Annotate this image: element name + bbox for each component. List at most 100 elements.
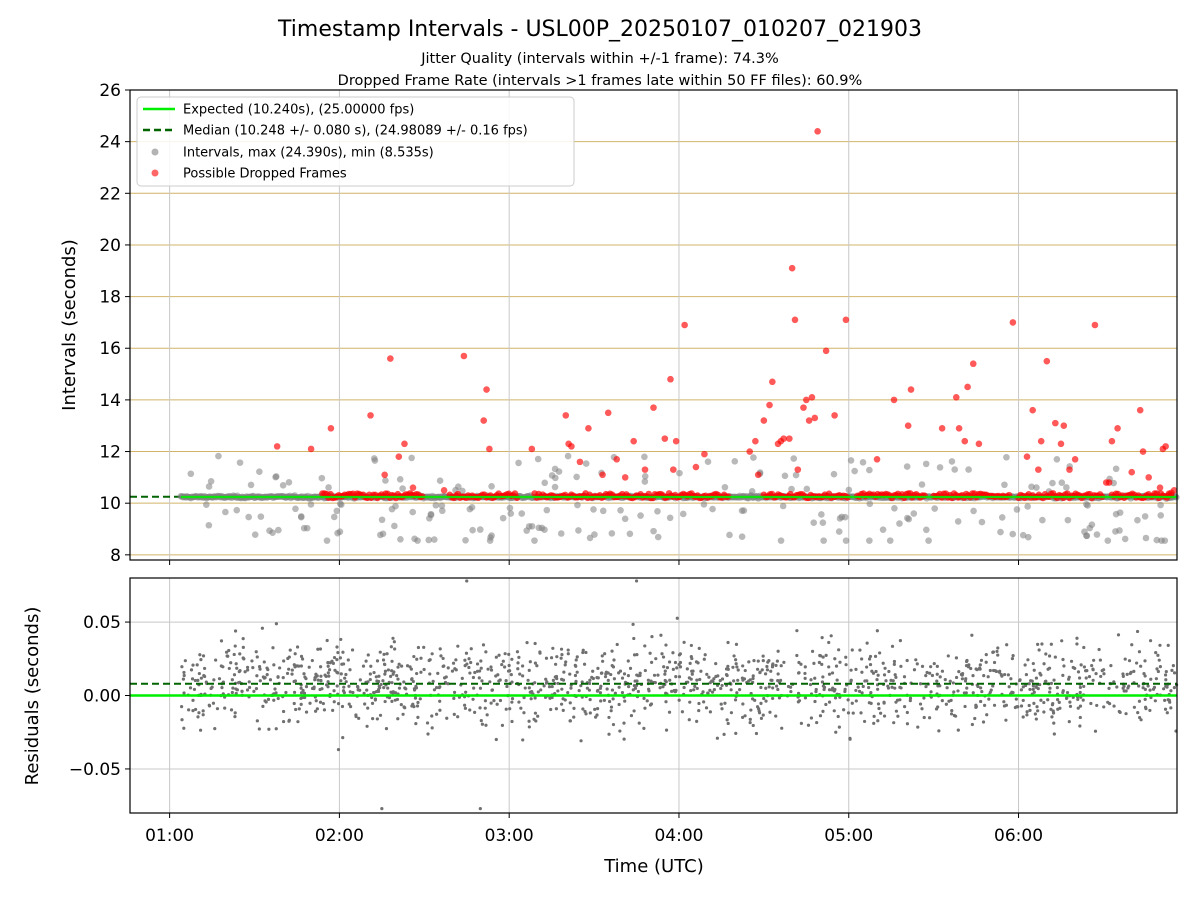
residual-point bbox=[748, 717, 752, 721]
residual-point bbox=[483, 706, 487, 710]
interval-point bbox=[272, 473, 280, 480]
residual-point bbox=[419, 670, 423, 674]
residual-point bbox=[806, 723, 811, 727]
residual-point bbox=[982, 674, 986, 678]
residual-point bbox=[375, 679, 379, 683]
interval-point bbox=[599, 507, 607, 515]
residual-point bbox=[472, 686, 476, 690]
residual-point bbox=[384, 727, 389, 731]
residual-point bbox=[341, 650, 345, 654]
residual-point bbox=[664, 728, 669, 732]
residual-point bbox=[297, 664, 301, 668]
residual-point bbox=[622, 737, 626, 741]
residual-point bbox=[607, 699, 612, 704]
residual-point bbox=[831, 686, 835, 690]
residual-point bbox=[544, 677, 548, 681]
residual-point bbox=[844, 663, 848, 667]
chart-subtitle-jitter: Jitter Quality (intervals within +/-1 fr… bbox=[420, 51, 779, 67]
residual-point bbox=[271, 646, 275, 650]
interval-point bbox=[408, 454, 415, 462]
residual-point bbox=[527, 725, 531, 729]
residual-point bbox=[848, 736, 852, 740]
residual-point bbox=[705, 672, 709, 676]
residual-point bbox=[510, 680, 514, 684]
residual-point bbox=[827, 688, 832, 692]
residual-point bbox=[1032, 690, 1036, 694]
residual-point bbox=[875, 629, 879, 633]
residual-point bbox=[617, 671, 621, 675]
dropped-frame-point bbox=[769, 378, 776, 386]
interval-point bbox=[1003, 453, 1010, 461]
legend-box bbox=[136, 96, 575, 187]
residual-point bbox=[179, 705, 184, 709]
residual-point bbox=[473, 710, 477, 714]
interval-point bbox=[830, 470, 838, 478]
residual-point bbox=[463, 703, 467, 707]
x-tick-label: 05:00 bbox=[824, 826, 873, 846]
residual-point bbox=[761, 713, 765, 717]
residual-point bbox=[682, 640, 686, 644]
residual-point bbox=[1143, 674, 1147, 678]
residual-point bbox=[1109, 664, 1113, 668]
residual-point bbox=[971, 674, 975, 678]
residual-point bbox=[936, 705, 940, 709]
residual-point bbox=[467, 665, 471, 670]
residual-point bbox=[1006, 673, 1010, 677]
residual-point bbox=[827, 672, 832, 676]
residual-point bbox=[688, 661, 692, 665]
interval-point bbox=[486, 537, 494, 544]
intervals-y-tick-label: 16 bbox=[99, 339, 121, 359]
residual-point bbox=[501, 659, 505, 663]
residual-point bbox=[439, 654, 443, 658]
residual-point bbox=[560, 687, 564, 691]
residual-point bbox=[1078, 690, 1082, 695]
residual-point bbox=[671, 667, 675, 671]
residual-point bbox=[331, 708, 335, 712]
residual-point bbox=[882, 673, 887, 677]
residual-point bbox=[1036, 709, 1040, 713]
residual-point bbox=[884, 679, 888, 683]
residual-point bbox=[596, 666, 600, 670]
residual-point bbox=[561, 697, 565, 701]
residual-point bbox=[654, 657, 658, 661]
residual-point bbox=[678, 665, 683, 669]
residual-point bbox=[579, 684, 583, 688]
residual-point bbox=[234, 687, 238, 691]
residual-point bbox=[478, 806, 482, 811]
residual-point bbox=[1044, 652, 1048, 656]
residual-point bbox=[814, 687, 818, 692]
residual-point bbox=[327, 674, 331, 678]
residual-point bbox=[963, 679, 968, 683]
residual-point bbox=[397, 686, 402, 690]
dropped-frame-point bbox=[964, 383, 971, 391]
residual-point bbox=[997, 670, 1002, 674]
residual-point bbox=[335, 670, 339, 674]
residual-point bbox=[788, 685, 793, 689]
interval-point bbox=[836, 515, 844, 522]
dropped-frame-point bbox=[1029, 406, 1036, 414]
residual-point bbox=[756, 659, 760, 663]
residual-point bbox=[983, 703, 987, 708]
residual-point bbox=[615, 642, 619, 647]
residual-point bbox=[260, 626, 264, 630]
residual-point bbox=[293, 652, 297, 656]
residual-point bbox=[299, 686, 303, 690]
residual-point bbox=[733, 698, 738, 702]
residual-point bbox=[650, 635, 654, 639]
residual-point bbox=[422, 645, 426, 649]
residual-point bbox=[704, 706, 709, 710]
residual-point bbox=[581, 707, 585, 711]
residual-point bbox=[881, 661, 885, 665]
residual-point bbox=[503, 665, 507, 669]
dropped-frame-point bbox=[803, 396, 810, 404]
residual-point bbox=[378, 650, 382, 654]
residual-point bbox=[469, 647, 473, 651]
residual-point bbox=[643, 644, 647, 648]
interval-point bbox=[1142, 534, 1150, 542]
residual-point bbox=[371, 717, 375, 721]
interval-point bbox=[779, 502, 787, 510]
residual-point bbox=[735, 665, 739, 669]
interval-point bbox=[654, 533, 662, 541]
interval-point bbox=[788, 485, 795, 493]
residual-point bbox=[214, 658, 218, 662]
